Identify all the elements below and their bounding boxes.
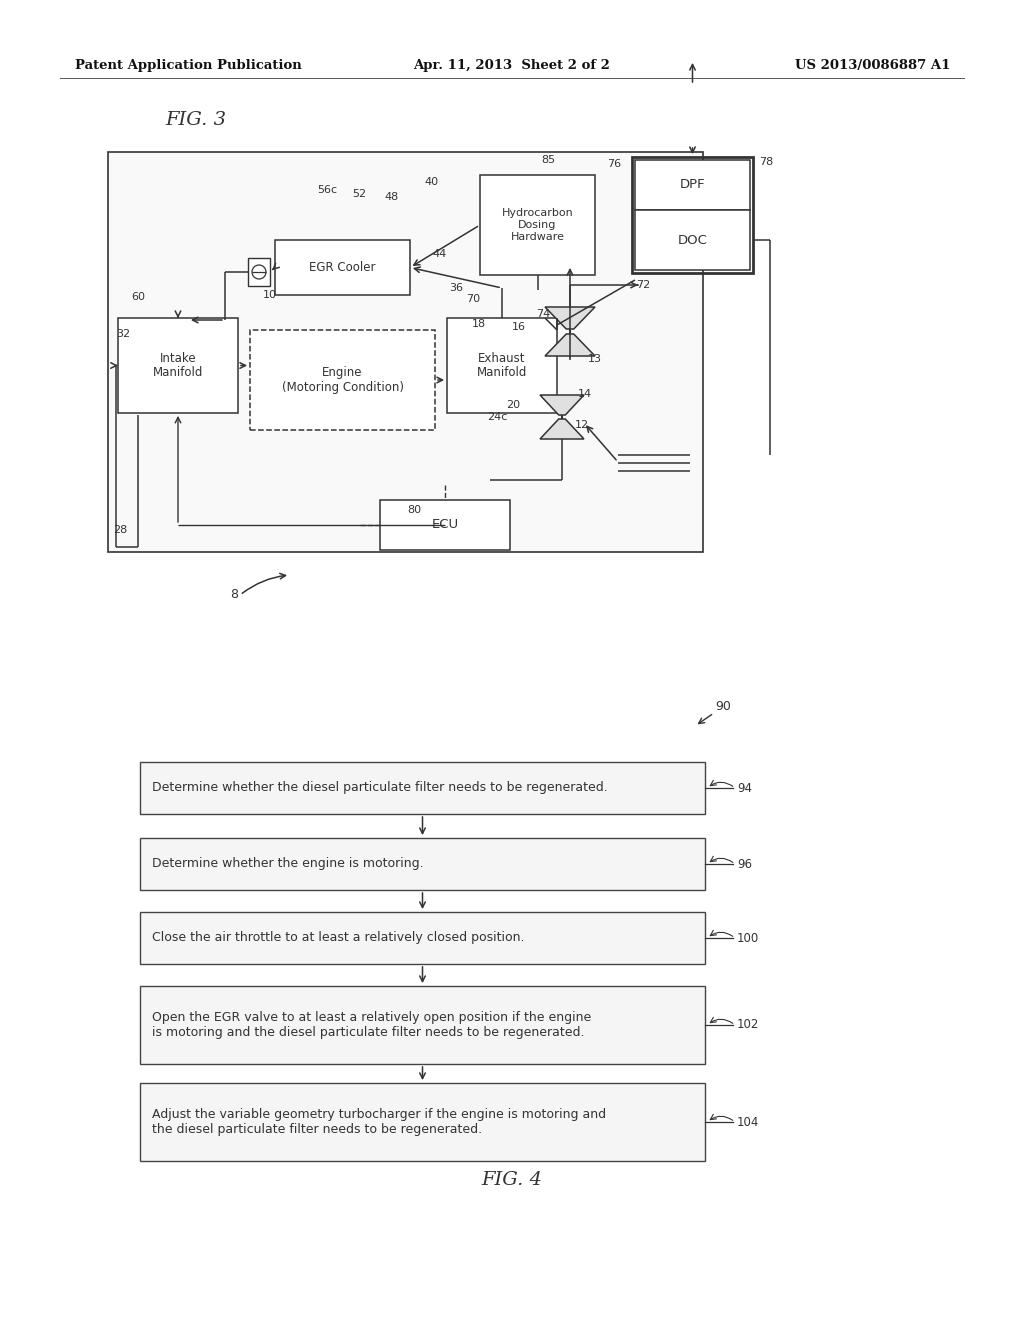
- Text: 96: 96: [737, 858, 752, 870]
- Text: Hydrocarbon
Dosing
Hardware: Hydrocarbon Dosing Hardware: [502, 209, 573, 242]
- Text: 102: 102: [737, 1019, 760, 1031]
- Text: FIG. 3: FIG. 3: [165, 111, 226, 129]
- Text: Engine
(Motoring Condition): Engine (Motoring Condition): [282, 366, 403, 393]
- Text: Determine whether the diesel particulate filter needs to be regenerated.: Determine whether the diesel particulate…: [152, 781, 608, 795]
- Text: DOC: DOC: [678, 234, 708, 247]
- Bar: [380, 500, 510, 550]
- Text: FIG. 4: FIG. 4: [481, 1171, 543, 1189]
- Text: Open the EGR valve to at least a relatively open position if the engine
is motor: Open the EGR valve to at least a relativ…: [152, 1011, 591, 1039]
- Bar: [250, 330, 435, 430]
- Bar: [447, 318, 557, 413]
- Text: Exhaust
Manifold: Exhaust Manifold: [477, 351, 527, 380]
- Bar: [140, 986, 705, 1064]
- Polygon shape: [540, 418, 584, 440]
- Bar: [248, 257, 270, 286]
- Text: ECU: ECU: [431, 519, 459, 532]
- Text: 104: 104: [737, 1115, 760, 1129]
- Text: EGR Cooler: EGR Cooler: [309, 261, 376, 275]
- Text: 60: 60: [131, 292, 145, 302]
- Bar: [140, 838, 705, 890]
- Text: 28: 28: [113, 525, 127, 535]
- Text: 8: 8: [230, 587, 238, 601]
- Text: 24c: 24c: [487, 412, 507, 422]
- Text: 94: 94: [737, 781, 752, 795]
- Bar: [632, 157, 753, 273]
- Text: 85: 85: [541, 154, 555, 165]
- Text: 52: 52: [352, 189, 367, 199]
- Bar: [635, 160, 750, 210]
- Text: Adjust the variable geometry turbocharger if the engine is motoring and
the dies: Adjust the variable geometry turbocharge…: [152, 1107, 606, 1137]
- Bar: [118, 318, 238, 413]
- Text: 78: 78: [759, 157, 773, 168]
- Text: Intake
Manifold: Intake Manifold: [153, 351, 203, 380]
- Text: 32: 32: [116, 329, 130, 339]
- Text: Patent Application Publication: Patent Application Publication: [75, 58, 302, 71]
- Text: DPF: DPF: [680, 178, 706, 191]
- Text: 18: 18: [472, 319, 486, 329]
- Text: 36: 36: [449, 282, 463, 293]
- Bar: [480, 176, 595, 275]
- Bar: [140, 1082, 705, 1162]
- Text: 10: 10: [263, 290, 278, 300]
- Text: 16: 16: [512, 322, 526, 333]
- Bar: [140, 762, 705, 814]
- Bar: [635, 210, 750, 271]
- Text: 100: 100: [737, 932, 759, 945]
- Polygon shape: [545, 308, 595, 329]
- Text: 74: 74: [536, 309, 550, 319]
- Bar: [108, 152, 703, 552]
- Text: Apr. 11, 2013  Sheet 2 of 2: Apr. 11, 2013 Sheet 2 of 2: [414, 58, 610, 71]
- Text: 72: 72: [636, 280, 650, 290]
- Text: 44: 44: [432, 249, 446, 259]
- Text: 14: 14: [578, 389, 592, 399]
- Text: 70: 70: [466, 294, 480, 304]
- Polygon shape: [545, 334, 595, 356]
- Text: 48: 48: [384, 191, 398, 202]
- Text: US 2013/0086887 A1: US 2013/0086887 A1: [795, 58, 950, 71]
- Text: Close the air throttle to at least a relatively closed position.: Close the air throttle to at least a rel…: [152, 932, 524, 945]
- Text: 90: 90: [715, 700, 731, 713]
- Text: 80: 80: [407, 506, 421, 515]
- Text: 12: 12: [575, 420, 589, 430]
- Text: 56c: 56c: [317, 185, 337, 195]
- Bar: [275, 240, 410, 294]
- Polygon shape: [540, 395, 584, 414]
- Text: 40: 40: [424, 177, 438, 187]
- Text: 20: 20: [506, 400, 520, 411]
- Circle shape: [252, 265, 266, 279]
- Text: Determine whether the engine is motoring.: Determine whether the engine is motoring…: [152, 858, 424, 870]
- Text: 76: 76: [607, 158, 622, 169]
- Text: 13: 13: [588, 354, 602, 364]
- Bar: [140, 912, 705, 964]
